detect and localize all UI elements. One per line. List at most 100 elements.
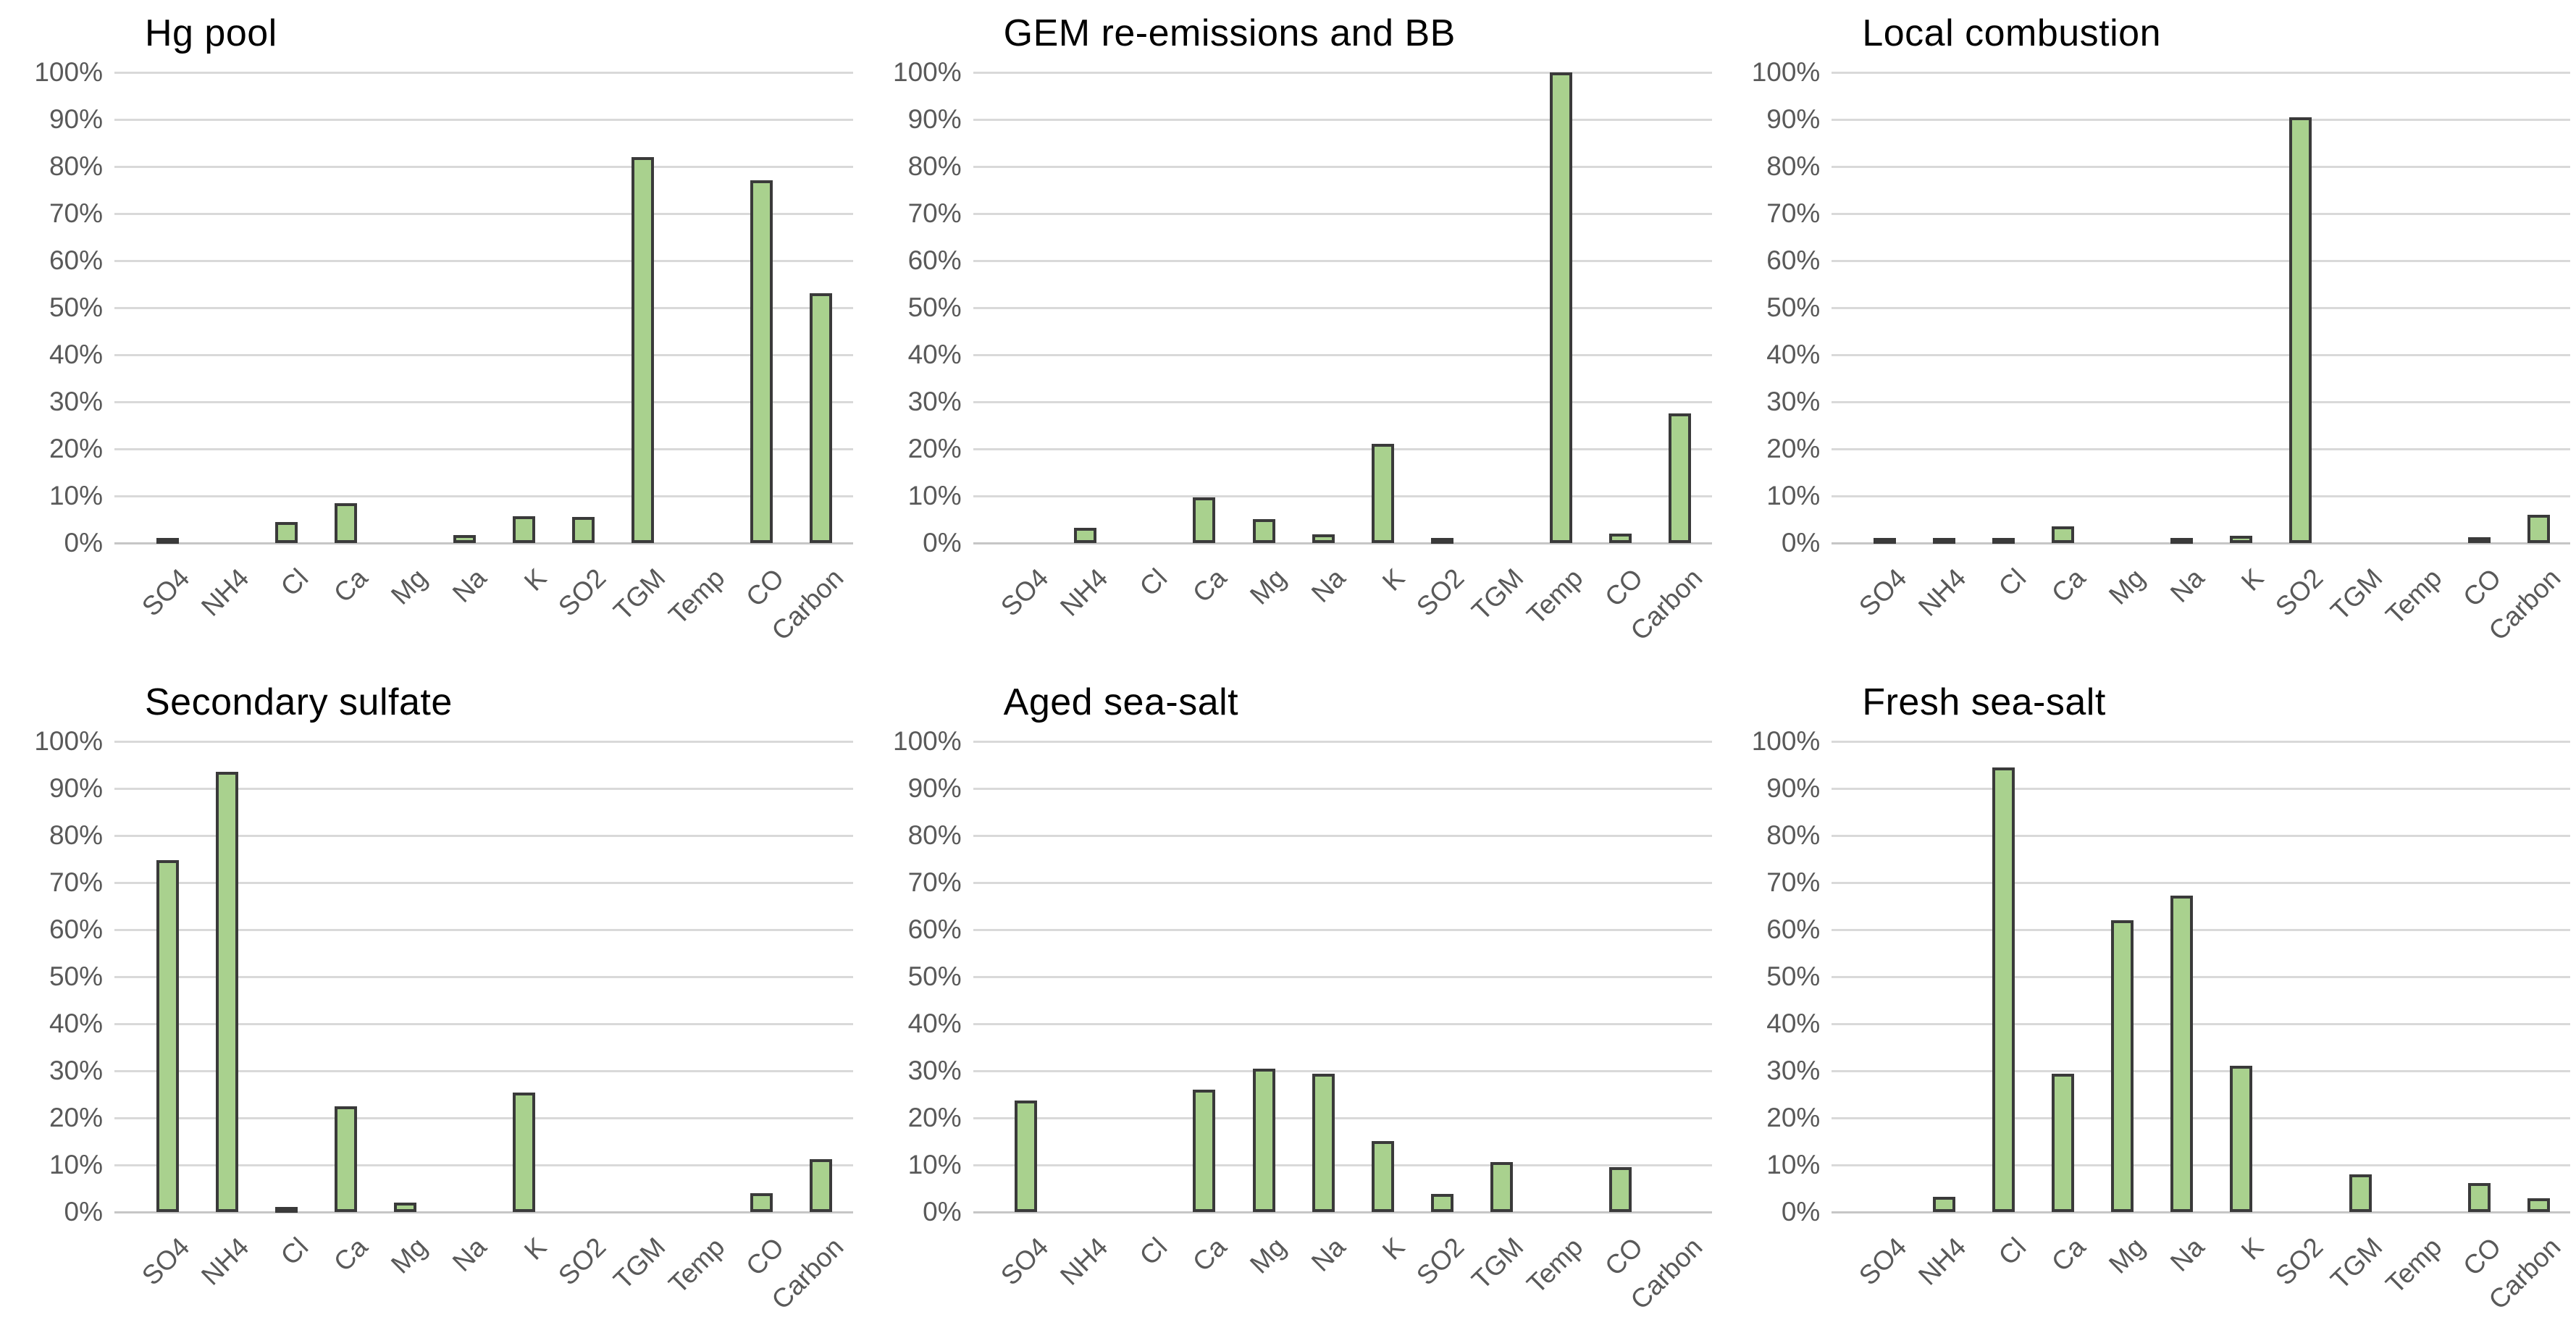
- bar-CO: [750, 1193, 773, 1212]
- gridline: [114, 1069, 853, 1072]
- bar-SO2: [1430, 538, 1453, 544]
- y-tick-label: 70%: [907, 867, 962, 897]
- bar-Mg: [393, 1203, 416, 1212]
- x-axis-line: [1832, 542, 2571, 544]
- y-tick-label: 0%: [923, 528, 962, 558]
- y-tick-label: 100%: [893, 57, 962, 87]
- bar-TGM: [632, 157, 655, 543]
- gridline: [1832, 495, 2571, 497]
- x-axis-line: [114, 542, 853, 544]
- y-tick-label: 60%: [49, 914, 103, 944]
- bar-NH4: [1932, 538, 1955, 544]
- gridline: [1832, 259, 2571, 262]
- y-tick-label: 100%: [893, 726, 962, 756]
- y-tick-label: 60%: [1766, 914, 1821, 944]
- gridline: [114, 400, 853, 403]
- gridline: [114, 1116, 853, 1119]
- gridline: [114, 212, 853, 215]
- chart-local-combustion: Local combustion 0% 10% 20% 30% 40% 50% 60% 70%…: [1717, 0, 2576, 669]
- bar-Na: [2170, 896, 2194, 1212]
- bar-Temp: [1549, 72, 1572, 543]
- bar-K: [513, 1093, 536, 1212]
- gridline: [973, 353, 1712, 356]
- bar-SO2: [572, 517, 595, 543]
- bar-Ca: [1193, 497, 1216, 543]
- bar-CO: [1609, 1167, 1632, 1212]
- y-tick-label: 70%: [907, 198, 962, 228]
- bar-Mg: [1252, 519, 1275, 543]
- bar-Na: [1312, 1074, 1335, 1212]
- y-tick-label: 60%: [907, 245, 962, 275]
- y-tick-label: 80%: [49, 820, 103, 850]
- bar-Ca: [2052, 526, 2075, 543]
- bar-NH4: [215, 772, 238, 1212]
- gridline: [1832, 928, 2571, 931]
- y-tick-label: 60%: [49, 245, 103, 275]
- y-tick-label: 80%: [49, 151, 103, 181]
- gridline: [114, 740, 853, 743]
- gridline: [114, 881, 853, 884]
- bar-Ca: [334, 503, 357, 543]
- bar-NH4: [1074, 528, 1097, 543]
- y-tick-label: 0%: [923, 1197, 962, 1226]
- gridline: [973, 1116, 1712, 1119]
- bar-Ca: [2052, 1074, 2075, 1212]
- chart-title: Aged sea-salt: [1003, 681, 1239, 723]
- y-tick-label: 90%: [49, 773, 103, 803]
- y-tick-label: 10%: [907, 481, 962, 510]
- bar-Cl: [274, 1207, 298, 1213]
- chart-title: GEM re-emissions and BB: [1003, 12, 1456, 54]
- bar-SO4: [1873, 538, 1896, 544]
- bar-Carbon: [2527, 515, 2550, 543]
- x-axis-line: [114, 1211, 853, 1213]
- gridline: [114, 834, 853, 837]
- bar-Ca: [334, 1106, 357, 1212]
- y-tick-label: 10%: [49, 1150, 103, 1179]
- y-tick-label: 40%: [1766, 340, 1821, 369]
- gridline: [114, 165, 853, 168]
- y-tick-label: 40%: [907, 1009, 962, 1038]
- gridline: [1832, 1116, 2571, 1119]
- y-tick-label: 70%: [1766, 867, 1821, 897]
- gridline: [973, 259, 1712, 262]
- chart-hg-pool: Hg pool 0% 10% 20% 30% 40% 50% 60% 70% 80% 90% 100…: [0, 0, 859, 669]
- x-axis-line: [1832, 1211, 2571, 1213]
- bar-SO2: [1430, 1194, 1453, 1212]
- y-tick-label: 100%: [34, 57, 103, 87]
- y-tick-label: 30%: [907, 387, 962, 416]
- gridline: [114, 495, 853, 497]
- y-tick-label: 70%: [1766, 198, 1821, 228]
- y-tick-label: 50%: [1766, 293, 1821, 322]
- gridline: [114, 1022, 853, 1025]
- y-tick-label: 0%: [1781, 528, 1821, 558]
- y-tick-label: 10%: [1766, 1150, 1821, 1179]
- gridline: [114, 306, 853, 309]
- y-tick-label: 50%: [49, 962, 103, 991]
- y-tick-label: 30%: [49, 1056, 103, 1085]
- gridline: [973, 71, 1712, 74]
- gridline: [1832, 975, 2571, 978]
- gridline: [973, 928, 1712, 931]
- chart-aged-sea-salt: Aged sea-salt 0% 10% 20% 30% 40% 50% 60% 70% 80%…: [859, 669, 1718, 1338]
- x-axis-line: [973, 1211, 1712, 1213]
- y-tick-label: 50%: [1766, 962, 1821, 991]
- bar-Carbon: [2527, 1198, 2550, 1212]
- gridline: [1832, 71, 2571, 74]
- gridline: [114, 787, 853, 790]
- y-tick-label: 10%: [907, 1150, 962, 1179]
- bar-Cl: [274, 522, 298, 543]
- y-tick-label: 20%: [49, 1103, 103, 1132]
- chart-fresh-sea-salt: Fresh sea-salt 0% 10% 20% 30% 40% 50% 60% 70% 80…: [1717, 669, 2576, 1338]
- y-tick-label: 100%: [1751, 726, 1821, 756]
- bar-CO: [750, 180, 773, 543]
- gridline: [1832, 740, 2571, 743]
- bar-TGM: [1490, 1162, 1513, 1212]
- bar-Na: [2170, 538, 2194, 544]
- bar-K: [513, 516, 536, 543]
- gridline: [1832, 353, 2571, 356]
- bar-Cl: [1992, 767, 2015, 1212]
- chart-title: Hg pool: [145, 12, 277, 54]
- gridline: [1832, 834, 2571, 837]
- chart-secondary-sulfate: Secondary sulfate 0% 10% 20% 30% 40% 50% 60% 70…: [0, 669, 859, 1338]
- y-tick-label: 90%: [1766, 104, 1821, 134]
